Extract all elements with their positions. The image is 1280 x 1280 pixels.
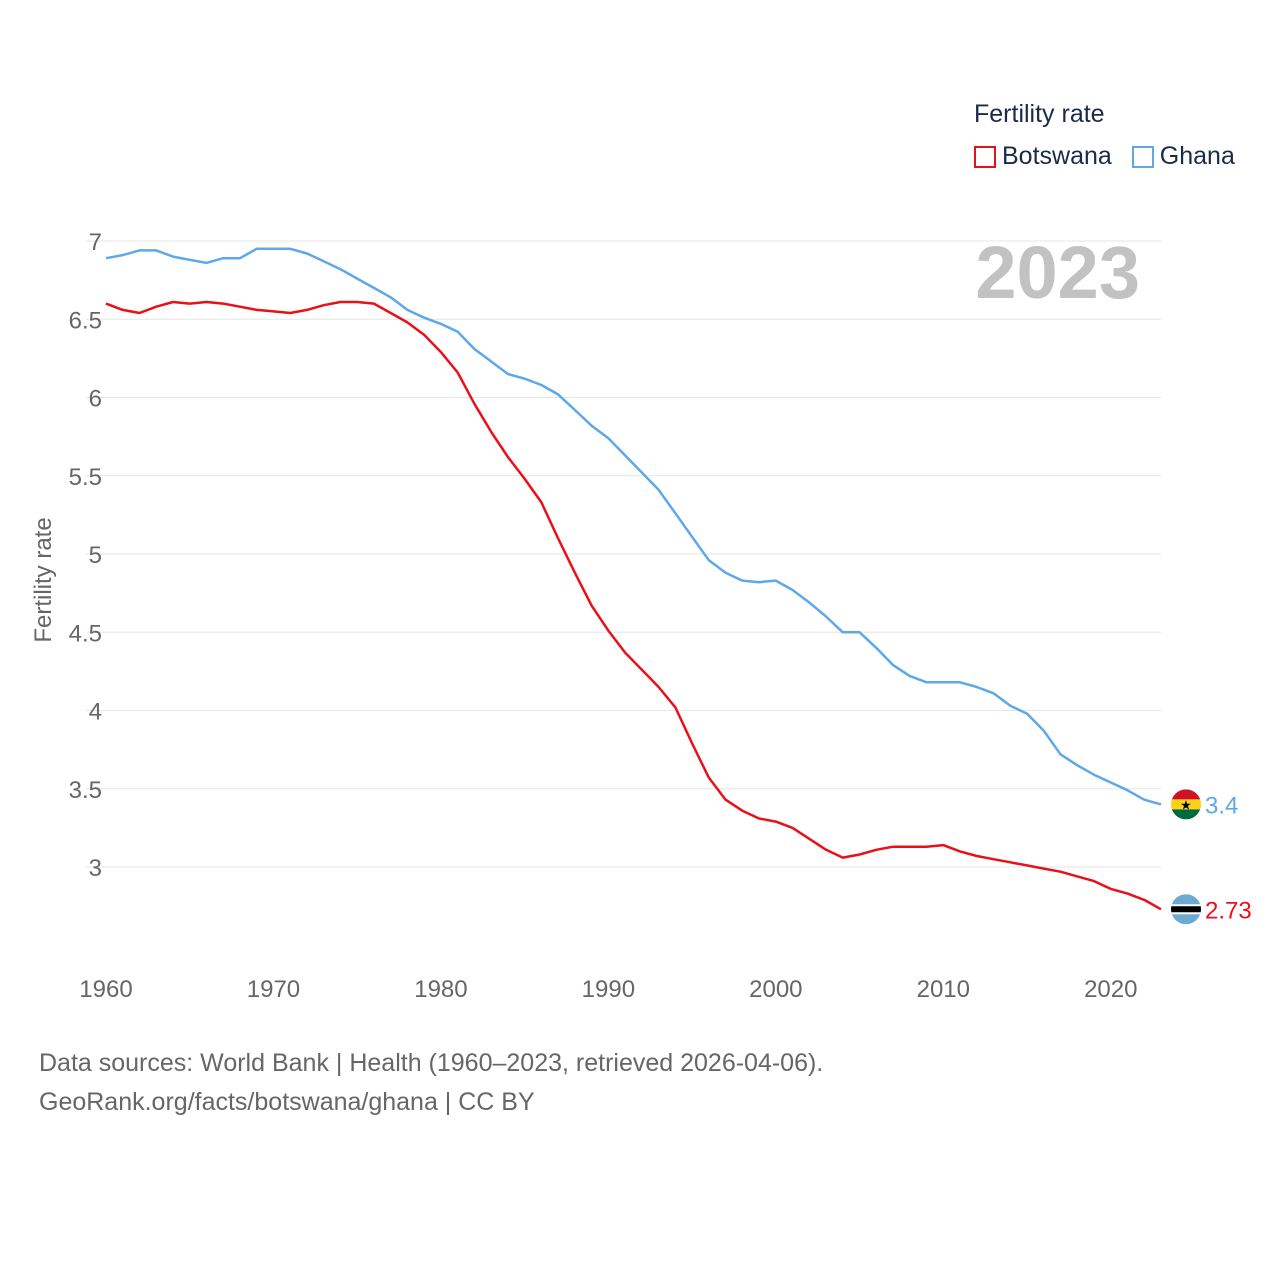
legend-label-ghana: Ghana (1159, 142, 1235, 170)
x-tick-label: 2020 (1084, 976, 1137, 1003)
y-tick-label: 3.5 (69, 777, 102, 804)
legend-item-ghana[interactable]: Ghana (1131, 142, 1235, 171)
series-lines (105, 247, 1162, 911)
ghana-flag-icon: ★ (1171, 789, 1201, 820)
legend-label-botswana: Botswana (1002, 142, 1112, 170)
botswana-flag-icon (1171, 894, 1201, 925)
x-tick-label: 1970 (247, 976, 300, 1003)
data-sources: Data sources: World Bank | Health (1960–… (39, 1044, 823, 1122)
series-line-ghana (105, 247, 1162, 806)
x-axis-ticks: 1960 1970 1980 1990 2000 2010 2020 (79, 976, 1137, 1003)
series-line-botswana (105, 300, 1162, 911)
y-tick-label: 6.5 (69, 307, 102, 334)
legend-title: Fertility rate (974, 100, 1105, 128)
end-value-label-ghana: 3.4 (1205, 792, 1238, 819)
y-tick-label: 7 (89, 229, 102, 256)
end-markers: 2.73 ★ 3.4 (1171, 789, 1252, 925)
sources-line-1: Data sources: World Bank | Health (1960–… (39, 1049, 824, 1077)
x-tick-label: 1960 (79, 976, 132, 1003)
y-tick-label: 5.5 (69, 464, 102, 491)
svg-text:★: ★ (1180, 798, 1192, 813)
y-tick-label: 4.5 (69, 620, 102, 647)
x-tick-label: 1990 (582, 976, 635, 1003)
legend-swatch-ghana (1131, 145, 1154, 168)
legend: Botswana Ghana (974, 142, 1255, 171)
y-tick-label: 5 (89, 542, 102, 569)
y-tick-label: 4 (89, 699, 102, 726)
legend-item-botswana[interactable]: Botswana (974, 142, 1112, 171)
x-tick-label: 2010 (917, 976, 970, 1003)
sources-line-2[interactable]: GeoRank.org/facts/botswana/ghana | CC BY (39, 1088, 535, 1116)
x-tick-label: 2000 (749, 976, 802, 1003)
y-axis-label: Fertility rate (30, 517, 57, 642)
legend-swatch-botswana (974, 145, 996, 168)
end-value-label-botswana: 2.73 (1205, 897, 1252, 924)
x-tick-label: 1980 (414, 976, 467, 1003)
year-watermark: 2023 (975, 231, 1140, 314)
grid-lines (86, 240, 1161, 868)
y-tick-label: 3 (89, 855, 102, 882)
y-axis-ticks: 3 3.5 4 4.5 5 5.5 6 6.5 7 (69, 229, 102, 882)
y-tick-label: 6 (89, 386, 102, 413)
